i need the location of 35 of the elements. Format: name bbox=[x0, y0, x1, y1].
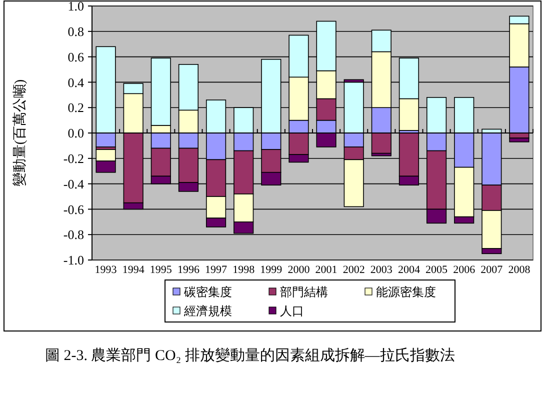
y-tick-label: 0.2 bbox=[68, 100, 84, 116]
x-tick-label: 1993 bbox=[94, 264, 118, 276]
y-tick-label: -1.0 bbox=[63, 252, 84, 268]
x-tick-label: 2004 bbox=[398, 264, 420, 276]
legend-label: 經濟規模 bbox=[183, 304, 232, 318]
caption: 圖 2-3. 農業部門 CO₂ 排放變動量的因素組成拆解—拉氏指數法 bbox=[45, 347, 455, 364]
legend-label: 能源密集度 bbox=[376, 285, 436, 300]
x-tick-label: 2003 bbox=[370, 264, 393, 276]
y-tick-label: -0.2 bbox=[63, 150, 84, 166]
y-tick-label: 0.8 bbox=[68, 24, 84, 39]
legend-label: 碳密集度 bbox=[183, 285, 232, 300]
y-tick-label: -0.8 bbox=[63, 227, 84, 242]
x-tick-label: 2006 bbox=[453, 264, 476, 276]
x-tick-label: 2005 bbox=[426, 264, 448, 276]
legend-label: 部門結構 bbox=[280, 285, 328, 300]
x-tick-label: 2000 bbox=[288, 264, 310, 276]
x-tick-label: 2007 bbox=[480, 264, 504, 276]
y-axis-title: 變動量(百萬公噸) bbox=[12, 79, 28, 187]
x-tick-label: 2001 bbox=[315, 264, 338, 276]
y-tick-label: 1.0 bbox=[68, 0, 84, 14]
x-tick-label: 2008 bbox=[508, 264, 531, 276]
y-tick-label: 0.0 bbox=[68, 126, 84, 141]
x-tick-label: 1998 bbox=[232, 264, 256, 276]
x-tick-label: 1994 bbox=[122, 264, 145, 276]
y-tick-label: 0.4 bbox=[68, 74, 84, 90]
x-tick-label: 1995 bbox=[150, 264, 172, 276]
legend-label: 人口 bbox=[280, 304, 304, 318]
bar bbox=[509, 138, 530, 142]
x-tick-label: 2002 bbox=[342, 264, 365, 276]
x-tick-label: 1999 bbox=[260, 264, 283, 276]
y-tick-label: -0.4 bbox=[63, 176, 84, 192]
y-tick-label: -0.6 bbox=[63, 202, 84, 217]
y-tick-label: 0.6 bbox=[68, 49, 84, 64]
x-tick-label: 1996 bbox=[177, 264, 200, 276]
x-tick-label: 1997 bbox=[205, 264, 228, 276]
